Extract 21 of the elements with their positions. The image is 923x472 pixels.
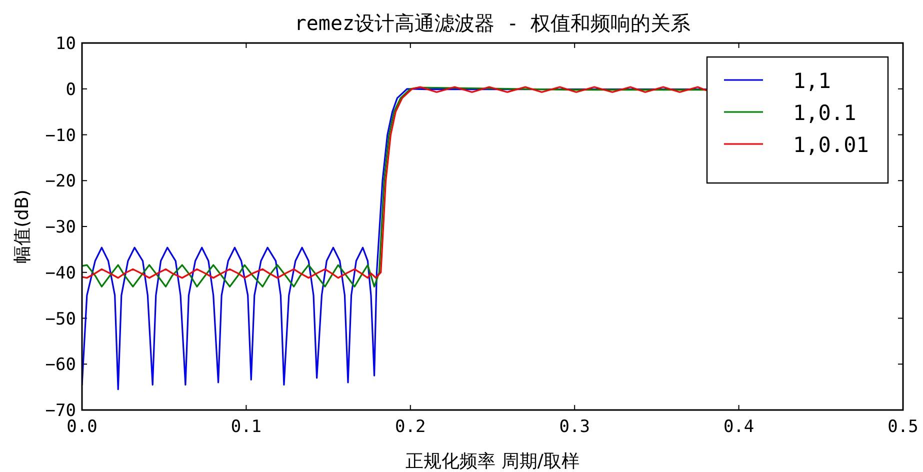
y-tick-label: −40 [45,263,76,284]
legend-label: 1,0.01 [793,133,869,157]
legend-label: 1,1 [793,69,831,93]
y-tick-label: −10 [45,126,76,146]
line-series [82,88,707,390]
y-tick-label: −20 [45,172,76,192]
x-axis-title: 正规化频率 周期/取样 [406,451,580,472]
legend-label: 1,0.1 [793,101,856,125]
y-tick-label: 10 [56,34,76,54]
x-tick-label: 0.0 [66,417,98,437]
y-tick-label: −50 [45,309,76,330]
y-tick-label: −60 [45,355,76,376]
x-tick-label: 0.3 [559,417,590,437]
y-tick-label: −30 [45,218,76,238]
y-tick-label: 0 [66,80,76,100]
y-axis-title: 幅值(dB) [12,190,33,264]
x-tick-label: 0.1 [230,417,262,437]
x-tick-label: 0.4 [723,417,754,437]
x-tick-label: 0.2 [395,417,426,437]
chart-title: remez设计高通滤波器 - 权值和频响的关系 [294,11,691,35]
x-tick-label: 0.5 [888,417,918,437]
